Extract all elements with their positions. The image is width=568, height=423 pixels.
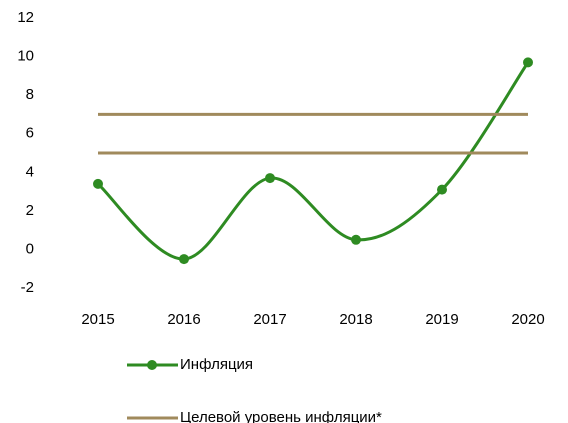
point <box>523 57 533 68</box>
point <box>437 184 447 195</box>
x-tick-label: 2015 <box>81 311 114 328</box>
y-tick-label: 0 <box>26 240 34 257</box>
y-tick-label: 10 <box>17 48 34 65</box>
y-tick-label: 6 <box>26 125 34 142</box>
point <box>351 234 361 245</box>
series-line <box>96 61 530 261</box>
point <box>179 254 189 265</box>
y-tick-label: -2 <box>21 279 34 296</box>
legend-marker <box>147 360 157 370</box>
x-tick-label: 2019 <box>425 311 458 328</box>
y-tick-label: 8 <box>26 86 34 103</box>
y-tick-label: 4 <box>26 163 34 180</box>
y-tick-label: 12 <box>17 9 34 26</box>
y-tick-label: 2 <box>26 202 34 219</box>
point <box>93 178 103 189</box>
x-tick-label: 2017 <box>253 311 286 328</box>
x-tick-label: 2016 <box>167 311 200 328</box>
point <box>265 173 275 184</box>
legend-label: Целевой уровень инфляции* <box>180 409 382 423</box>
x-tick-label: 2020 <box>511 311 544 328</box>
legend-label: Инфляция <box>180 356 253 373</box>
x-tick-label: 2018 <box>339 311 372 328</box>
